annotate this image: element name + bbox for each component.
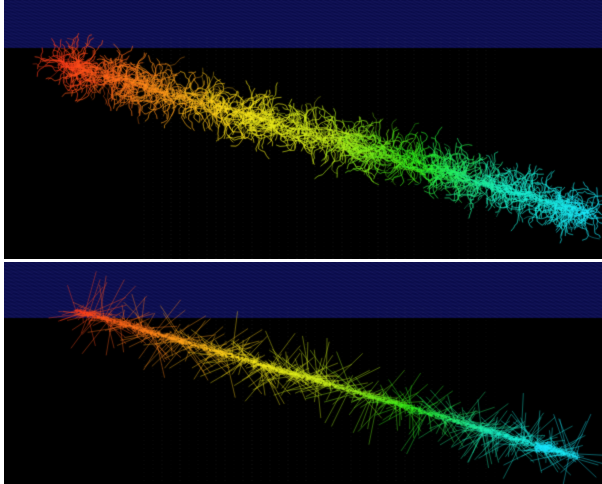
shower-canvas-top [4, 0, 602, 259]
shower-panel-bottom [4, 262, 602, 484]
shower-panel-top [4, 0, 602, 259]
shower-canvas-bottom [4, 262, 602, 484]
